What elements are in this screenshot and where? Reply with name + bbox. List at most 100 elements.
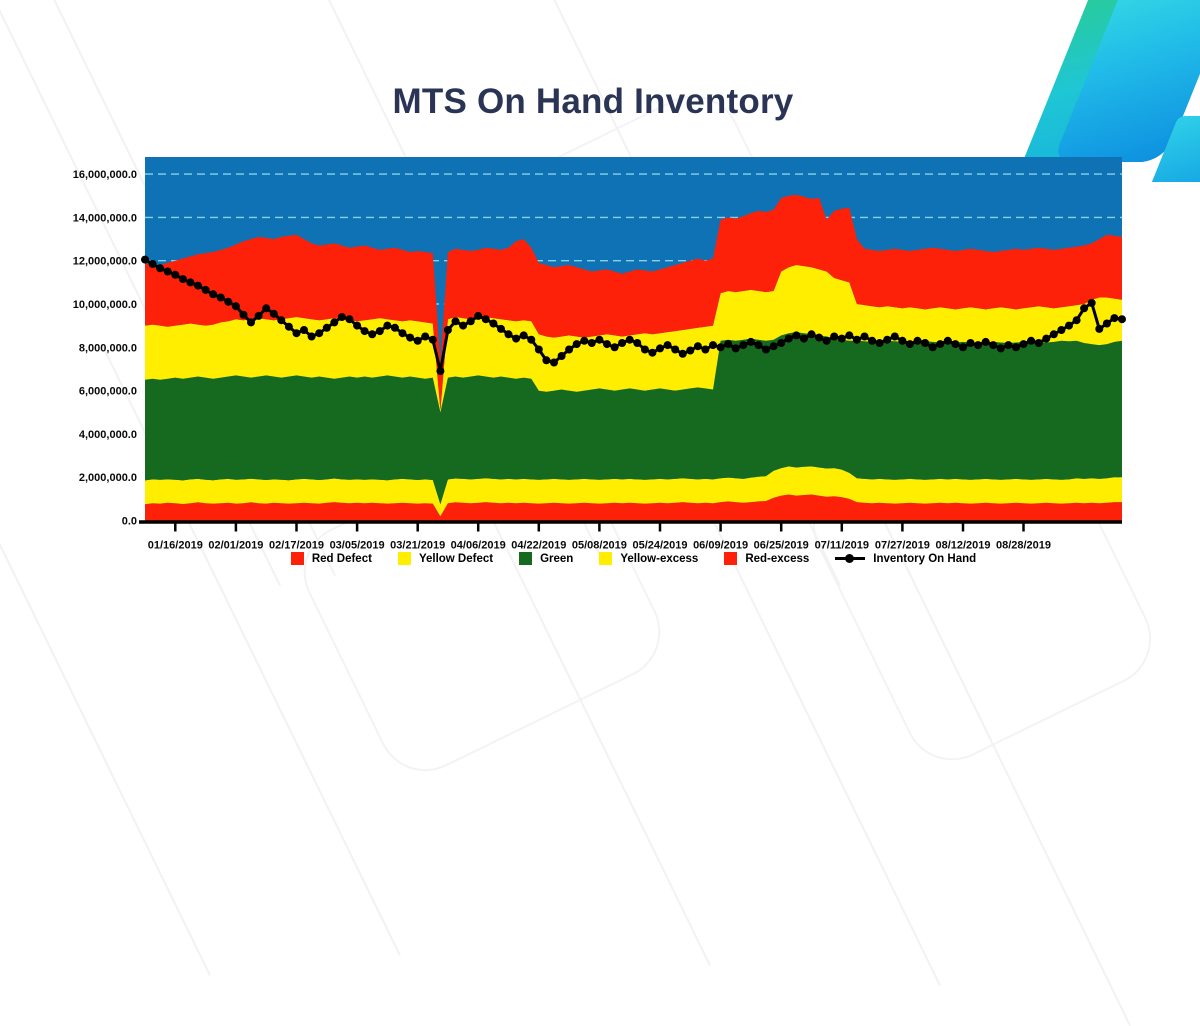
inventory-dot — [868, 336, 877, 345]
y-tick-label: 8,000,000.0 — [79, 342, 137, 354]
legend-item-inventory-on-hand: Inventory On Hand — [835, 552, 976, 565]
x-tick-label: 04/22/2019 — [511, 540, 566, 552]
inventory-dot — [368, 330, 377, 339]
inventory-dot — [1072, 316, 1081, 325]
inventory-dot — [1110, 314, 1119, 323]
inventory-dot — [936, 340, 945, 349]
inventory-dot — [1049, 330, 1058, 339]
y-tick-label: 14,000,000.0 — [73, 212, 137, 224]
inventory-dot — [1095, 324, 1104, 333]
x-tick-label: 04/06/2019 — [451, 540, 506, 552]
y-tick-label: 0.0 — [122, 516, 137, 528]
inventory-dot — [1027, 336, 1036, 345]
inventory-line — [144, 258, 1123, 372]
inventory-dot — [428, 335, 437, 344]
inventory-dot — [527, 335, 536, 344]
inventory-dot — [284, 322, 293, 331]
inventory-dot — [330, 318, 339, 327]
inventory-dot — [201, 285, 210, 294]
x-tick-label: 05/24/2019 — [632, 540, 687, 552]
inventory-dot — [315, 329, 324, 338]
inventory-dot — [974, 341, 983, 350]
inventory-dot — [595, 335, 604, 344]
inventory-dot — [497, 324, 505, 333]
inventory-dot — [1087, 298, 1096, 307]
legend-swatch-icon — [724, 552, 738, 565]
inventory-dot — [739, 341, 748, 350]
inventory-dot — [1118, 315, 1126, 324]
inventory-dot — [1042, 334, 1051, 343]
x-tick-label: 08/28/2019 — [996, 540, 1051, 552]
inventory-dot — [996, 344, 1005, 353]
inventory-dot — [716, 343, 725, 352]
inventory-dot — [459, 321, 468, 330]
inventory-dot — [845, 331, 854, 340]
inventory-dot — [875, 339, 884, 347]
inventory-dot — [762, 345, 770, 354]
legend-label: Yellow-excess — [620, 552, 699, 565]
inventory-dot — [709, 341, 717, 350]
inventory-dot — [322, 323, 331, 332]
inventory-dot — [603, 340, 611, 349]
inventory-dot — [913, 336, 922, 345]
inventory-chart: 01/16/2019 02/01/2019 02/17/2019 03/05/2019… — [73, 157, 1126, 552]
inventory-dot — [883, 335, 892, 344]
legend-item-yellow-excess: Yellow-excess — [599, 552, 698, 565]
inventory-dot — [383, 321, 392, 330]
legend-label: Yellow Defect — [418, 552, 494, 565]
inventory-dot — [769, 342, 778, 351]
x-tick-label: 07/27/2019 — [875, 540, 930, 552]
inventory-dot — [822, 336, 831, 345]
inventory-dot — [337, 313, 346, 321]
inventory-dot — [390, 323, 399, 332]
legend-swatch-icon — [519, 552, 533, 565]
inventory-dot — [481, 315, 490, 324]
inventory-dot — [375, 327, 384, 336]
inventory-dot — [837, 334, 846, 343]
inventory-dot — [640, 345, 649, 354]
chart-legend: Red Defect Yellow Defect Green Yellow-exces… — [145, 552, 1122, 565]
x-tick-label: 02/01/2019 — [208, 540, 263, 552]
y-tick-label: 2,000,000.0 — [79, 472, 137, 484]
inventory-dot — [247, 318, 255, 327]
y-tick-label: 16,000,000.0 — [73, 169, 137, 181]
inventory-dot — [239, 310, 248, 319]
legend-item-red-defect: Red Defect — [290, 552, 372, 565]
inventory-dot — [959, 343, 967, 352]
x-tick-label: 08/12/2019 — [935, 540, 990, 552]
legend-dot — [845, 554, 855, 563]
inventory-dot — [754, 341, 763, 350]
inventory-dot — [799, 334, 808, 343]
inventory-dot — [580, 336, 589, 345]
inventory-dot — [474, 311, 483, 320]
x-tick-label: 03/21/2019 — [390, 540, 445, 552]
inventory-dot — [1057, 326, 1066, 334]
inventory-dot — [1034, 339, 1043, 347]
inventory-dot — [633, 339, 642, 347]
inventory-dot — [254, 311, 263, 320]
inventory-dot — [519, 331, 528, 340]
inventory-dot — [951, 340, 960, 349]
legend-label: Red-excess — [745, 552, 810, 565]
inventory-dot — [693, 342, 702, 351]
inventory-dot — [860, 332, 869, 341]
inventory-dot — [1019, 340, 1028, 349]
y-tick-label: 6,000,000.0 — [79, 386, 137, 398]
inventory-dot — [989, 341, 998, 350]
inventory-dot — [231, 302, 240, 311]
inventory-dot — [269, 309, 278, 318]
inventory-dot — [663, 341, 672, 350]
inventory-dot — [353, 321, 362, 330]
inventory-dot — [1080, 304, 1089, 313]
x-tick-label: 07/11/2019 — [815, 540, 869, 552]
inventory-dot — [625, 335, 634, 344]
inventory-dot — [398, 329, 407, 338]
inventory-dot — [746, 337, 755, 346]
inventory-dot — [792, 331, 801, 340]
inventory-dot — [678, 349, 687, 358]
inventory-dot — [656, 344, 664, 353]
inventory-dot — [1102, 319, 1111, 328]
inventory-dot — [504, 330, 513, 339]
inventory-dot — [815, 333, 824, 342]
x-tick-label: 05/08/2019 — [572, 540, 627, 552]
